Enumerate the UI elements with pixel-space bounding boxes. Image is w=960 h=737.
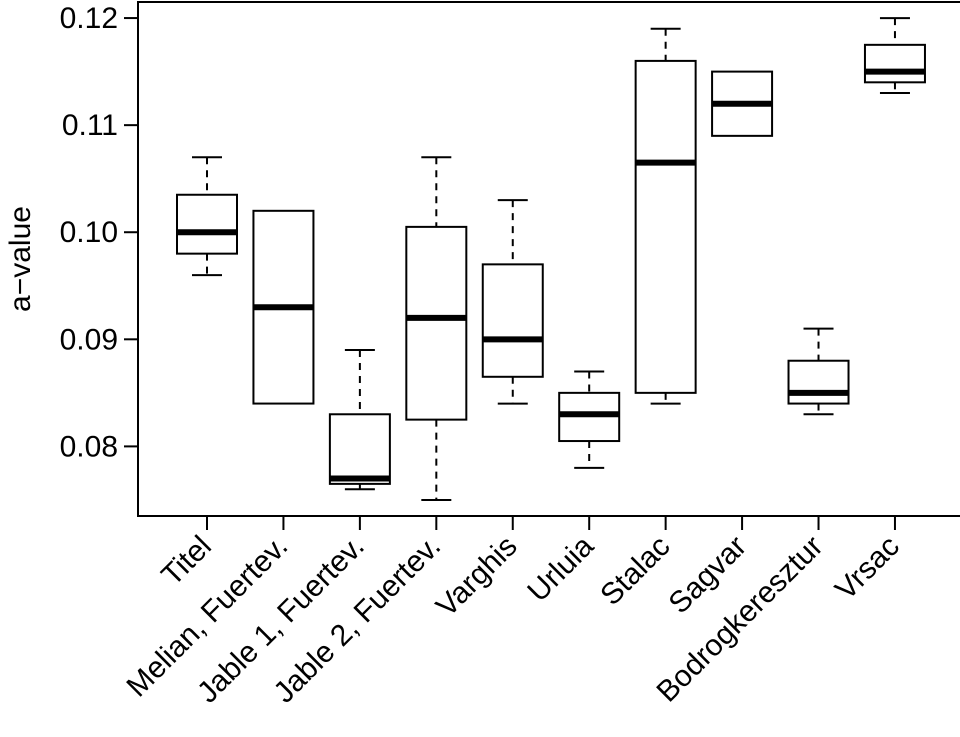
- box-iqr: [787, 359, 850, 405]
- box-iqr: [176, 193, 238, 255]
- boxes: [176, 17, 926, 501]
- x-tick-label: Varghis: [430, 530, 524, 624]
- box-iqr: [405, 225, 468, 421]
- box-iqr: [481, 263, 544, 378]
- box-group: [176, 156, 238, 277]
- box-group: [711, 70, 774, 137]
- box-group: [787, 327, 850, 416]
- box-group: [863, 17, 926, 95]
- box-group: [405, 156, 468, 501]
- box-iqr: [863, 43, 926, 84]
- y-tick-label: 0.11: [62, 109, 118, 142]
- y-tick-label: 0.08: [60, 430, 118, 463]
- box-iqr: [634, 59, 697, 394]
- y-tick-label: 0.09: [60, 323, 118, 356]
- x-tick-label: Titel: [155, 530, 218, 593]
- box-group: [328, 349, 391, 491]
- y-tick-label: 0.10: [60, 216, 118, 249]
- x-tick-label: Urluia: [521, 529, 600, 608]
- box-group: [252, 209, 315, 405]
- box-iqr: [328, 413, 391, 485]
- box-group: [558, 370, 621, 469]
- x-tick-label: Vrsac: [829, 530, 906, 607]
- y-tick-label: 0.12: [60, 2, 118, 35]
- y-axis: 0.08 0.09 0.10 0.11 0.12: [60, 2, 139, 463]
- y-axis-title: a−value: [4, 206, 37, 312]
- box-group: [634, 27, 697, 405]
- box-group: [481, 199, 544, 405]
